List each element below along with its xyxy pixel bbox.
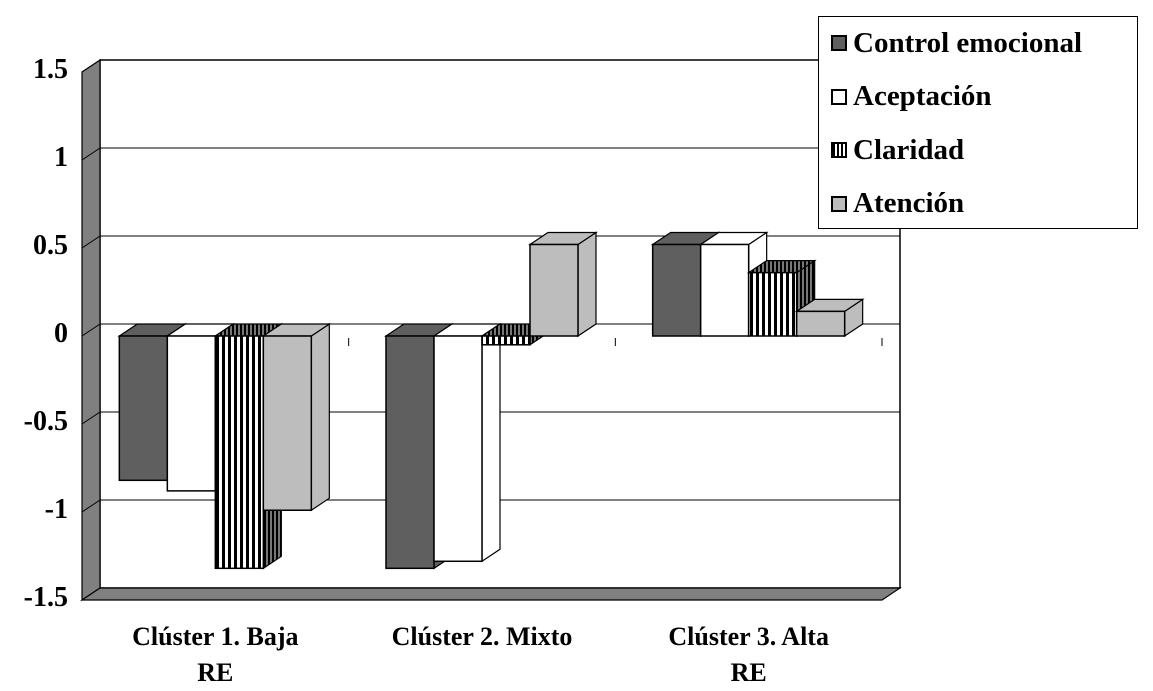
y-tick-label: 0.5: [33, 230, 68, 261]
bar-side: [577, 231, 597, 338]
bar-front: [529, 243, 579, 337]
bar: [794, 298, 865, 338]
category-label: RE: [197, 658, 233, 687]
bar-front: [481, 335, 531, 346]
legend-swatch: [831, 35, 847, 51]
bar-front: [651, 243, 702, 337]
bar-front: [433, 335, 483, 563]
gridline-side: [81, 235, 101, 249]
category-label: Clúster 2. Mixto: [392, 622, 573, 651]
bar: [528, 231, 598, 338]
y-tick-label: 0: [54, 318, 68, 349]
legend-item: Aceptación: [831, 77, 992, 117]
y-tick-label: 1: [54, 142, 68, 173]
bar-side: [481, 322, 501, 563]
legend-swatch: [831, 195, 847, 212]
category-label: Clúster 3. Alta: [668, 622, 829, 651]
y-tick-label: -1: [45, 494, 68, 525]
y-tick-label: -0.5: [24, 406, 68, 437]
gridline-side: [81, 323, 101, 337]
gridline-side: [81, 147, 101, 161]
bars: [117, 231, 865, 570]
category-label: RE: [731, 658, 767, 687]
legend-item: Claridad: [831, 130, 964, 170]
bar-front: [699, 243, 750, 337]
legend-label: Claridad: [853, 133, 965, 166]
bar-front: [118, 335, 169, 482]
bar-front: [214, 335, 265, 570]
y-axis: 1.5 1 0.5 0 -0.5 -1 -1.5: [24, 54, 68, 613]
category-label: Clúster 1. Baja: [132, 622, 298, 651]
floor: [80, 587, 902, 601]
bar-front: [385, 335, 435, 570]
legend-swatch: [831, 142, 847, 158]
bar: [261, 322, 332, 512]
legend-label: Aceptación: [853, 80, 992, 112]
legend-swatch: [831, 88, 847, 105]
gridline-side: [81, 499, 101, 513]
legend-label: Atención: [853, 187, 965, 219]
y-tick-label: -1.5: [24, 582, 68, 613]
bar: [432, 322, 502, 563]
y-tick-label: 1.5: [33, 54, 68, 85]
legend-item: Control emocional: [831, 23, 1082, 63]
x-axis: Clúster 1. Baja RE Clúster 2. Mixto Clúster…: [81, 338, 883, 687]
bar-front: [795, 310, 846, 337]
legend: Control emocional Aceptación Claridad Atenc…: [818, 16, 1138, 229]
legend-label: Control emocional: [853, 26, 1083, 59]
bar-front: [166, 335, 217, 492]
bar-side: [310, 322, 330, 512]
legend-item: Atención: [831, 184, 964, 224]
gridline-side: [81, 411, 101, 425]
bar-front: [747, 271, 798, 337]
bar-front: [262, 335, 313, 511]
